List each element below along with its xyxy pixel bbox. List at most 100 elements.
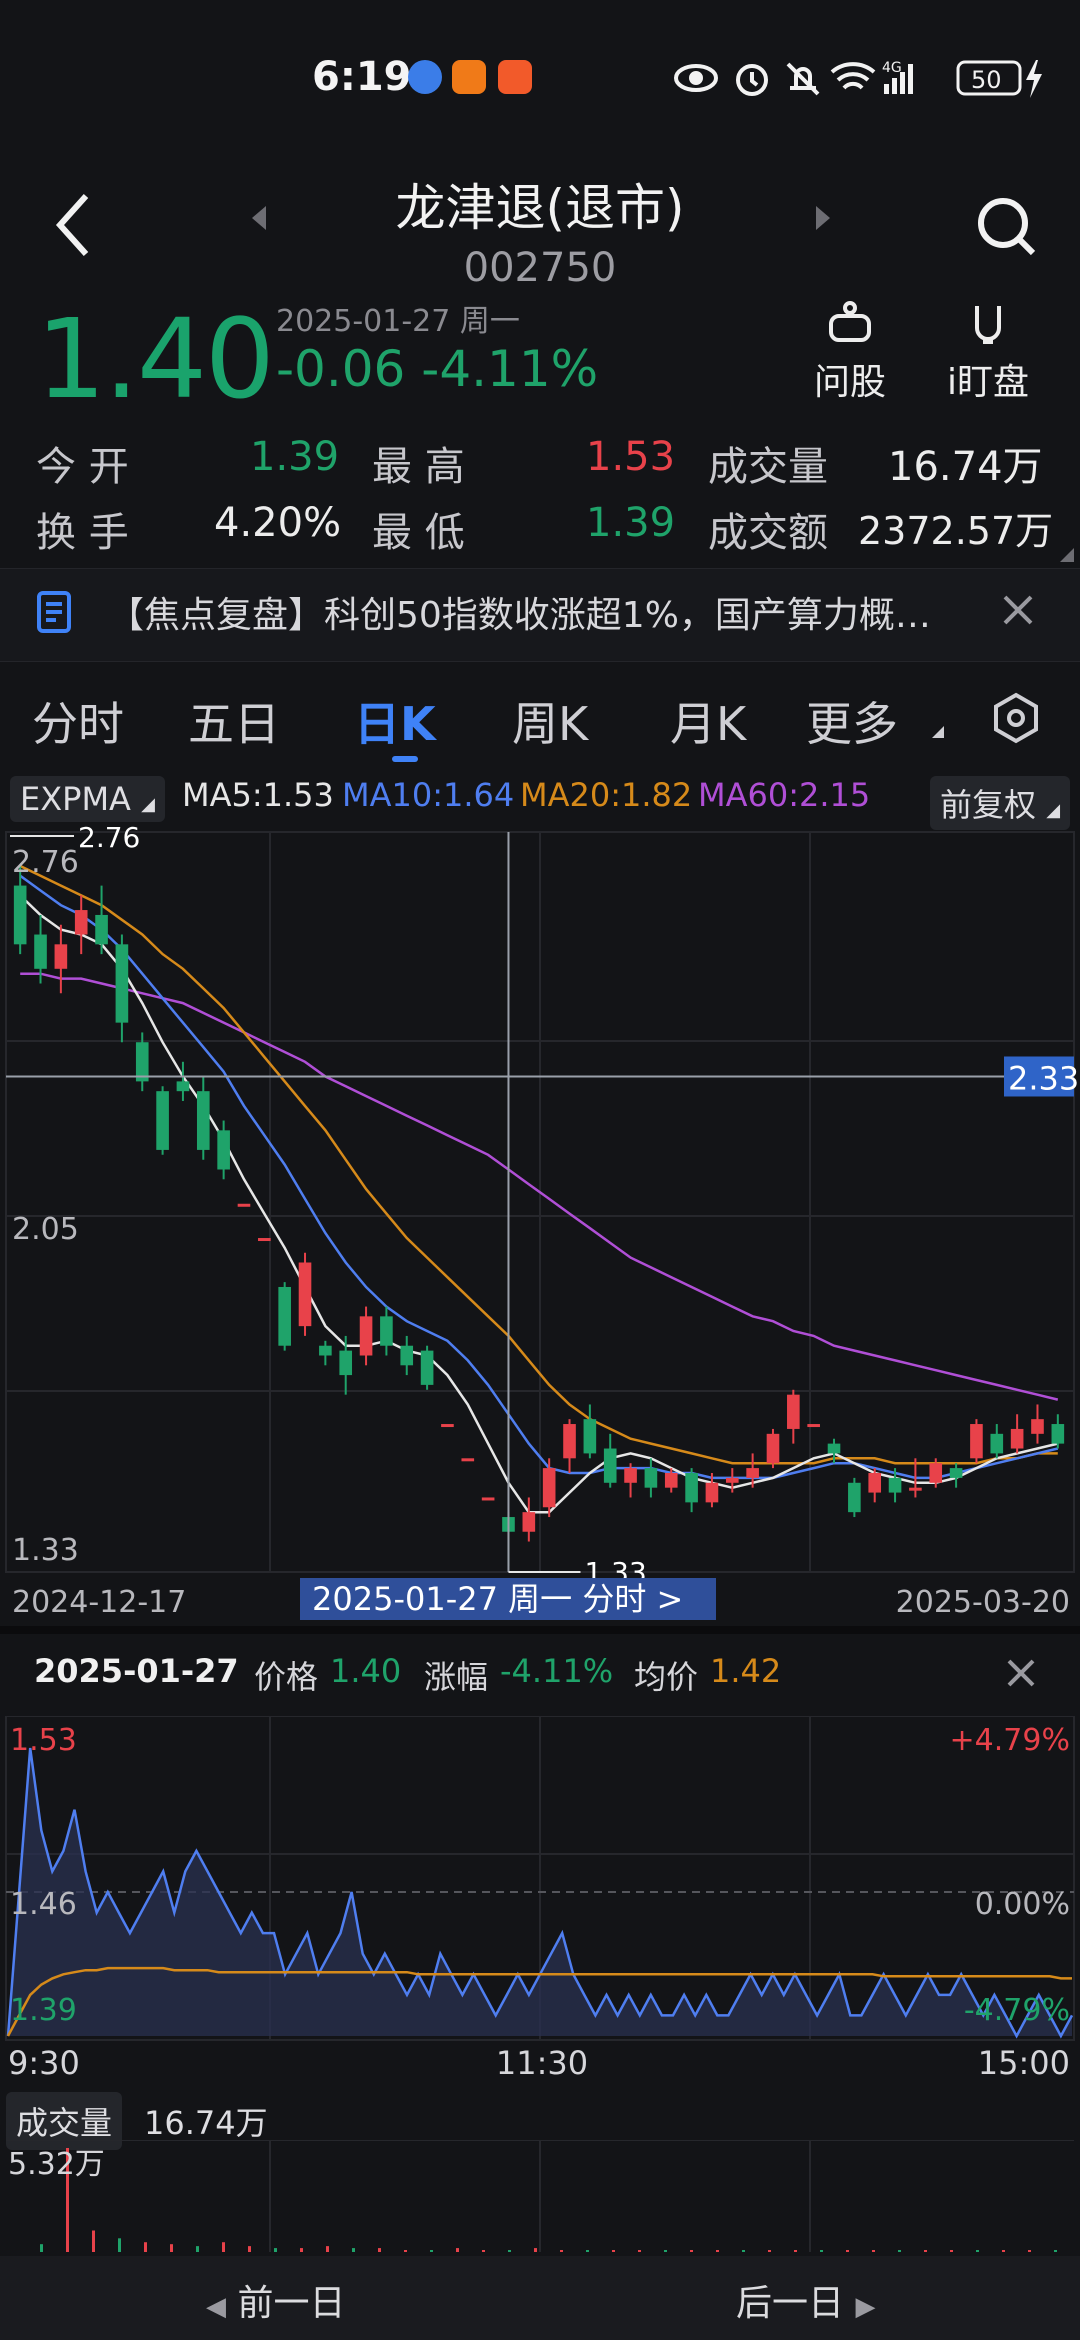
candle bbox=[441, 1424, 454, 1428]
candle bbox=[888, 1468, 902, 1503]
volume-bar bbox=[40, 2244, 43, 2252]
volume-grid bbox=[6, 2140, 1074, 2252]
next-day-button[interactable]: 后一日 ▶ bbox=[736, 2274, 875, 2326]
prev-day-button[interactable]: ◀ 前一日 bbox=[206, 2274, 345, 2326]
candle-body bbox=[990, 1433, 1004, 1454]
candle-body bbox=[583, 1419, 597, 1454]
candle bbox=[542, 1458, 556, 1518]
prev-stock-icon[interactable] bbox=[252, 206, 266, 230]
clock: 6:19 bbox=[312, 54, 412, 100]
candle-body bbox=[319, 1345, 332, 1356]
candle-body bbox=[217, 1130, 230, 1170]
high-label: 最 高 bbox=[372, 444, 465, 490]
volume-chart: 5.32万 bbox=[6, 2140, 1074, 2252]
volume-bar bbox=[170, 2244, 173, 2252]
dropdown-icon: ◢ bbox=[1046, 800, 1061, 821]
intraday-chart[interactable]: 1.53 1.46 1.39 +4.79% 0.00% -4.79% 9:30 11:30 15… bbox=[0, 1716, 1080, 2096]
detail-pct: -4.11% bbox=[500, 1652, 614, 1690]
close-icon[interactable] bbox=[1002, 594, 1034, 626]
volume-bar bbox=[274, 2248, 277, 2252]
max-label: 2.76 bbox=[78, 826, 140, 854]
bell-icon bbox=[975, 306, 1001, 344]
tab-more[interactable]: 更多 bbox=[806, 697, 898, 751]
page-title: 龙津退(退市) bbox=[395, 179, 685, 237]
candle-body bbox=[54, 944, 68, 969]
change-pct: -4.11% bbox=[421, 340, 599, 398]
candle-body bbox=[359, 1316, 373, 1356]
expand-corner-icon[interactable] bbox=[1060, 548, 1074, 562]
candle bbox=[583, 1404, 597, 1459]
candle-body bbox=[1051, 1424, 1065, 1444]
tab-intraday[interactable]: 分时 bbox=[32, 697, 124, 751]
tab-five-day[interactable]: 五日 bbox=[188, 697, 280, 751]
volume-bar bbox=[326, 2246, 329, 2252]
candle bbox=[929, 1458, 943, 1488]
volume-bar bbox=[196, 2246, 199, 2252]
ask-stock-button[interactable]: 问股 bbox=[800, 300, 900, 405]
watch-button[interactable]: i盯盘 bbox=[938, 300, 1038, 405]
candle bbox=[664, 1468, 678, 1493]
turnover-label: 换 手 bbox=[36, 510, 129, 556]
candle-body bbox=[949, 1468, 963, 1478]
volume-bar bbox=[144, 2242, 147, 2252]
stock-code: 002750 bbox=[463, 245, 617, 291]
news-headline[interactable]: 【焦点复盘】科创50指数收涨超1%，国产算力概… bbox=[108, 595, 931, 636]
volume-bar bbox=[404, 2250, 407, 2252]
tab-weekly-k[interactable]: 周K bbox=[512, 697, 589, 751]
candle-body bbox=[176, 1081, 190, 1092]
back-icon[interactable] bbox=[52, 190, 92, 260]
open-label: 今 开 bbox=[36, 444, 129, 490]
volume-bar bbox=[690, 2250, 693, 2252]
candle-body bbox=[603, 1448, 617, 1483]
candle-body bbox=[380, 1316, 393, 1346]
left-arrow-icon: ◀ bbox=[206, 2292, 226, 2322]
avg-price-line bbox=[6, 1966, 1072, 2037]
candle-body bbox=[135, 1042, 149, 1082]
candle bbox=[13, 866, 27, 955]
volume-label: 成交量 bbox=[708, 444, 828, 490]
y-tick-label: 1.33 bbox=[12, 1533, 79, 1568]
intraday-labels: 1.53 1.46 1.39 +4.79% 0.00% -4.79% 9:30 11:30 15… bbox=[8, 1723, 1070, 2082]
ma5-label: MA5:1.53 bbox=[182, 776, 334, 814]
x-tick-label: 11:30 bbox=[496, 2044, 588, 2082]
price-change: -0.06 -4.11% bbox=[276, 340, 598, 398]
y-tick-label: 2.76 bbox=[12, 845, 79, 880]
volume-bar bbox=[846, 2250, 849, 2252]
pct-label: +4.79% bbox=[950, 1723, 1070, 1758]
intraday-grid bbox=[5, 1716, 1075, 2041]
y-tick-label: 1.39 bbox=[10, 1993, 77, 2028]
candle-body bbox=[1010, 1428, 1024, 1449]
close-icon[interactable] bbox=[1006, 1658, 1036, 1688]
candle-body bbox=[563, 1424, 576, 1459]
volume-bar bbox=[118, 2238, 121, 2252]
candle-body bbox=[1031, 1419, 1044, 1434]
candle bbox=[34, 914, 47, 984]
high-value: 1.53 bbox=[586, 434, 676, 480]
candle bbox=[848, 1477, 861, 1518]
adjust-selector[interactable]: 前复权 ◢ bbox=[930, 776, 1071, 830]
candle bbox=[196, 1076, 210, 1160]
tab-daily-k[interactable]: 日K bbox=[354, 697, 436, 751]
crosshair-date-box bbox=[300, 1578, 716, 1620]
tab-monthly-k[interactable]: 月K bbox=[670, 697, 747, 751]
candle-body bbox=[522, 1512, 536, 1532]
indicator-selector[interactable]: EXPMA ◢ bbox=[10, 776, 165, 822]
volume-bars bbox=[40, 2148, 1057, 2252]
news-banner[interactable] bbox=[0, 568, 1080, 662]
volume-bar bbox=[664, 2250, 667, 2252]
next-stock-icon[interactable] bbox=[816, 206, 830, 230]
candle bbox=[95, 885, 108, 955]
y-tick-label: 1.53 bbox=[10, 1723, 77, 1758]
candle-body bbox=[725, 1477, 739, 1483]
detail-avg: 1.42 bbox=[710, 1652, 782, 1690]
crosshair-value: 2.33 bbox=[1008, 1059, 1079, 1097]
document-icon bbox=[37, 591, 71, 633]
eye-icon bbox=[674, 64, 718, 92]
candle-body bbox=[888, 1477, 902, 1493]
settings-hexagon-icon[interactable] bbox=[990, 692, 1042, 744]
candle-body bbox=[400, 1345, 414, 1366]
amount-value: 2372.57万 bbox=[858, 509, 1054, 553]
search-icon[interactable] bbox=[976, 196, 1038, 258]
